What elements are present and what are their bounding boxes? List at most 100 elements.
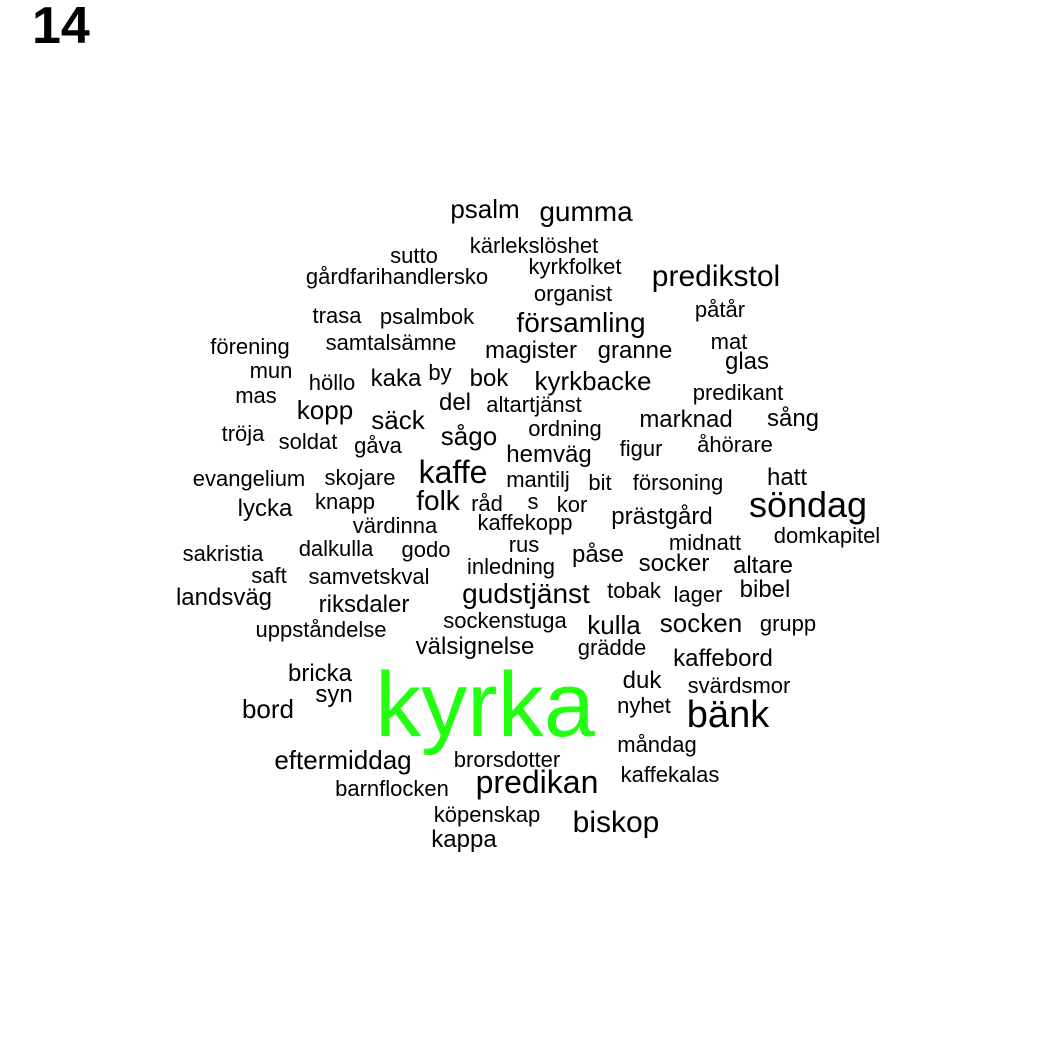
word-kaffebord: kaffebord: [673, 645, 773, 672]
word-knapp: knapp: [315, 489, 375, 514]
word-tobak: tobak: [607, 578, 661, 603]
word-sack: säck: [371, 405, 425, 435]
word-kor: kor: [556, 492, 588, 517]
word-gava: gåva: [354, 433, 402, 458]
word-bit: bit: [588, 470, 612, 495]
word-saft: saft: [251, 563, 287, 588]
word-gudstjanst: gudstjänst: [462, 578, 590, 609]
word-s: s: [527, 489, 539, 514]
word-evangelium: evangelium: [192, 466, 306, 491]
word-predikant: predikant: [692, 380, 784, 405]
word-mandag: måndag: [617, 732, 697, 757]
word-bok: bok: [469, 365, 509, 392]
word-ordning: ordning: [528, 416, 602, 441]
word-mas: mas: [235, 383, 277, 408]
word-rad: råd: [471, 491, 503, 516]
word-troja: tröja: [221, 421, 265, 446]
word-hollo: höllo: [308, 370, 356, 395]
word-trasa: trasa: [312, 303, 362, 328]
word-mantilj: mantilj: [506, 467, 570, 492]
word-brorsdotter: brorsdotter: [453, 747, 561, 772]
word-predikan: predikan: [475, 764, 599, 800]
word-uppstandelse: uppståndelse: [255, 617, 387, 642]
word-godo: godo: [401, 537, 451, 562]
word-nyhet: nyhet: [617, 693, 671, 718]
word-predikstol: predikstol: [651, 260, 781, 293]
word-dalkulla: dalkulla: [298, 536, 374, 561]
word-psalm: psalm: [450, 194, 520, 224]
word-kopp: kopp: [296, 395, 354, 425]
word-forsoning: försoning: [632, 470, 724, 495]
word-hemvag: hemväg: [506, 441, 592, 468]
word-altare: altare: [732, 552, 794, 579]
word-vardinna: värdinna: [352, 513, 438, 538]
word-kopenskap: köpenskap: [433, 802, 541, 827]
word-bricka: bricka: [287, 660, 353, 687]
word-gradde: grädde: [577, 635, 647, 660]
word-bank: bänk: [686, 694, 770, 736]
word-organist: organist: [533, 281, 613, 306]
word-sang: sång: [766, 405, 820, 432]
word-kaffekopp: kaffekopp: [477, 510, 573, 535]
word-prastgard: prästgård: [611, 503, 713, 530]
word-kappa: kappa: [431, 826, 497, 853]
word-svardsmor: svärdsmor: [687, 673, 791, 698]
word-sago: sågo: [440, 421, 498, 451]
word-del: del: [438, 389, 472, 416]
word-hatt: hatt: [766, 464, 808, 491]
word-barnflocken: barnflocken: [335, 776, 449, 801]
word-bibel: bibel: [739, 576, 791, 603]
word-mat: mat: [710, 329, 748, 354]
word-kulla: kulla: [587, 610, 641, 640]
word-sockenstuga: sockenstuga: [443, 608, 567, 633]
word-glas: glas: [724, 348, 770, 375]
word-domkapitel: domkapitel: [773, 523, 881, 548]
word-sakristia: sakristia: [182, 541, 264, 566]
word-socken: socken: [659, 608, 743, 638]
word-by: by: [428, 360, 452, 385]
word-inledning: inledning: [466, 554, 556, 579]
word-pase: påse: [571, 541, 625, 568]
word-altartjanst: altartjänst: [486, 392, 582, 417]
word-figur: figur: [619, 436, 663, 461]
panel-label: 14: [32, 0, 90, 55]
word-soldat: soldat: [278, 429, 338, 454]
word-folk: folk: [416, 485, 460, 516]
word-patar: påtår: [694, 297, 746, 322]
word-skojare: skojare: [324, 465, 396, 490]
word-ahorare: åhörare: [697, 432, 773, 457]
word-midnatt: midnatt: [668, 530, 742, 555]
word-mun: mun: [249, 358, 293, 383]
word-kaka: kaka: [370, 365, 422, 392]
word-karleksloshet: kärlekslöshet: [469, 233, 599, 258]
word-syn: syn: [315, 681, 353, 708]
word-riksdaler: riksdaler: [318, 591, 410, 618]
word-eftermiddag: eftermiddag: [274, 745, 412, 775]
word-marknad: marknad: [639, 406, 733, 433]
word-kaffe: kaffe: [418, 454, 488, 490]
word-sondag: söndag: [748, 484, 868, 525]
word-kaffekalas: kaffekalas: [620, 762, 720, 787]
word-forening: förening: [210, 334, 290, 359]
word-granne: granne: [597, 337, 673, 364]
word-samvetskval: samvetskval: [308, 564, 430, 589]
word-landsvag: landsväg: [175, 584, 273, 611]
word-bord: bord: [241, 694, 295, 724]
word-rus: rus: [508, 532, 540, 557]
word-magister: magister: [484, 337, 578, 364]
word-sutto: sutto: [390, 243, 438, 268]
word-forsamling: församling: [516, 307, 646, 338]
word-grupp: grupp: [759, 611, 817, 636]
word-kyrka: kyrka: [375, 654, 595, 756]
word-gardfarihandlersko: gårdfarihandlersko: [305, 264, 489, 289]
word-valsignelse: välsignelse: [415, 633, 535, 660]
word-kyrkfolket: kyrkfolket: [528, 254, 622, 279]
word-socker: socker: [638, 550, 710, 577]
word-lycka: lycka: [237, 495, 293, 522]
word-gumma: gumma: [539, 196, 633, 227]
word-samtalsamne: samtalsämne: [325, 330, 457, 355]
word-psalmbok: psalmbok: [379, 304, 475, 329]
word-biskop: biskop: [572, 806, 660, 839]
word-duk: duk: [622, 667, 662, 694]
